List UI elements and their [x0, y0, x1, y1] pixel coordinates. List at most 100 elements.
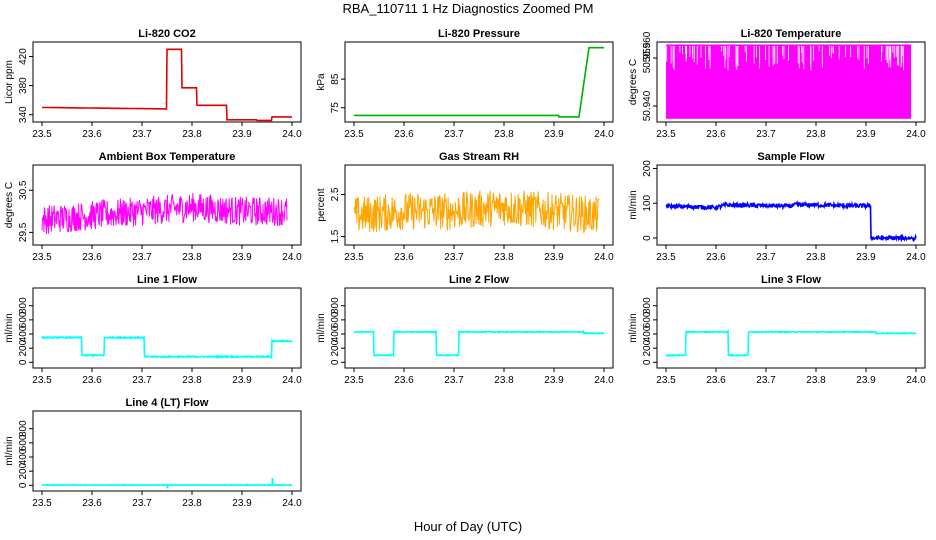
x-tick-label: 24.0 [282, 375, 302, 386]
x-tick-label: 23.6 [82, 252, 102, 263]
plot-frame [344, 164, 614, 246]
panel-title: Ambient Box Temperature [99, 151, 236, 163]
plot-frame [656, 287, 926, 369]
figure-title: RBA_110711 1 Hz Diagnostics Zoomed PM [343, 1, 594, 16]
x-tick-label: 23.6 [706, 375, 726, 386]
series-line [665, 200, 917, 243]
y-tick-label: 0 [330, 359, 341, 365]
x-tick-label: 23.7 [756, 375, 776, 386]
plot-frame [656, 41, 926, 123]
x-tick-label: 23.7 [132, 252, 152, 263]
y-axis-label: degrees C [628, 59, 639, 105]
x-tick-label: 23.8 [806, 129, 826, 140]
y-tick-label: 400 [18, 448, 29, 465]
x-tick-label: 23.8 [182, 498, 202, 509]
y-tick-label: 400 [330, 325, 341, 342]
x-tick-label: 23.7 [444, 375, 464, 386]
x-tick-label: 23.5 [32, 498, 52, 509]
panel-title: Line 3 Flow [761, 274, 821, 286]
x-tick-label: 23.5 [344, 375, 364, 386]
x-tick-label: 23.7 [756, 129, 776, 140]
panel-9: Line 3 Flow ml/min 23.5 23.6 23.7 23.8 23.9 24.… [628, 274, 926, 386]
y-tick-label: 600 [18, 434, 29, 451]
y-axis-label: ml/min [4, 313, 15, 342]
y-axis-label: ml/min [628, 190, 639, 219]
y-tick-label: 2.5 [330, 187, 341, 201]
panel-6: Sample Flow ml/min 23.5 23.6 23.7 23.8 23.9 24.… [628, 151, 926, 263]
x-tick-label: 23.8 [182, 375, 202, 386]
x-tick-label: 24.0 [906, 375, 926, 386]
y-tick-label: 50.940 [642, 90, 653, 121]
y-axis-label: ml/min [628, 313, 639, 342]
y-tick-label: 200 [642, 339, 653, 356]
y-tick-label: 600 [642, 311, 653, 328]
x-tick-label: 23.7 [444, 129, 464, 140]
panel-title: Li-820 Pressure [438, 28, 520, 40]
panel-grid: Li-820 CO2 Licor ppm 23.5 23.6 23.7 23.8 23.9 2… [4, 28, 926, 509]
x-tick-label: 24.0 [594, 375, 614, 386]
x-tick-label: 24.0 [906, 252, 926, 263]
y-tick-label: 0 [18, 359, 29, 365]
y-tick-label: 380 [18, 77, 29, 94]
x-tick-label: 23.6 [706, 252, 726, 263]
x-tick-label: 23.6 [394, 375, 414, 386]
panel-title: Line 1 Flow [137, 274, 197, 286]
panel-title: Li-820 Temperature [741, 28, 842, 40]
y-axis-label: kPa [316, 73, 327, 91]
x-tick-label: 23.8 [494, 375, 514, 386]
plot-frame [656, 164, 926, 246]
x-tick-label: 23.8 [806, 375, 826, 386]
plot-frame [344, 287, 614, 369]
y-axis-label: degrees C [4, 182, 15, 228]
x-tick-label: 23.6 [394, 252, 414, 263]
x-tick-label: 23.5 [32, 252, 52, 263]
y-tick-label: 600 [330, 311, 341, 328]
x-tick-label: 23.6 [394, 129, 414, 140]
y-tick-label: 200 [18, 339, 29, 356]
plot-frame [32, 41, 302, 123]
y-axis-label: percent [316, 188, 327, 222]
panel-title: Line 4 (LT) Flow [126, 397, 209, 409]
panel-title: Li-820 CO2 [138, 28, 195, 40]
x-tick-label: 24.0 [906, 129, 926, 140]
y-axis-label: ml/min [4, 436, 15, 465]
y-tick-label: 800 [18, 420, 29, 437]
x-tick-label: 23.5 [32, 375, 52, 386]
y-tick-label: 800 [18, 297, 29, 314]
x-tick-label: 24.0 [594, 129, 614, 140]
series-line [353, 190, 600, 234]
y-tick-label: 400 [642, 325, 653, 342]
x-tick-label: 24.0 [282, 129, 302, 140]
x-tick-label: 23.9 [544, 252, 564, 263]
x-tick-label: 23.9 [856, 252, 876, 263]
y-tick-label: 50.960 [642, 31, 653, 62]
panel-title: Gas Stream RH [439, 151, 519, 163]
x-tick-label: 23.7 [756, 252, 776, 263]
y-tick-label: 0 [642, 359, 653, 365]
y-tick-label: 1.5 [330, 229, 341, 243]
plot-frame [32, 164, 302, 246]
y-tick-label: 85 [330, 73, 341, 85]
x-tick-label: 23.5 [32, 129, 52, 140]
x-axis-label: Hour of Day (UTC) [414, 519, 522, 534]
x-tick-label: 23.8 [806, 252, 826, 263]
x-tick-label: 23.9 [856, 129, 876, 140]
x-tick-label: 23.7 [132, 375, 152, 386]
x-tick-label: 23.8 [494, 129, 514, 140]
y-tick-label: 340 [18, 106, 29, 123]
x-tick-label: 23.5 [656, 252, 676, 263]
series-line [353, 329, 605, 358]
x-tick-label: 23.9 [232, 375, 252, 386]
plot-frame [32, 410, 302, 492]
y-axis-label: Licor ppm [4, 60, 15, 104]
panel-5: Gas Stream RH percent 23.5 23.6 23.7 23.8 23.9… [316, 151, 614, 263]
y-tick-label: 800 [330, 297, 341, 314]
x-tick-label: 23.8 [182, 252, 202, 263]
series-line [41, 192, 288, 235]
y-tick-label: 600 [18, 311, 29, 328]
series-line [41, 478, 292, 489]
x-tick-label: 23.7 [132, 498, 152, 509]
panel-title: Sample Flow [757, 151, 825, 163]
x-tick-label: 23.5 [344, 129, 364, 140]
panel-10: Line 4 (LT) Flow ml/min 23.5 23.6 23.7 23.8 23… [4, 397, 302, 509]
